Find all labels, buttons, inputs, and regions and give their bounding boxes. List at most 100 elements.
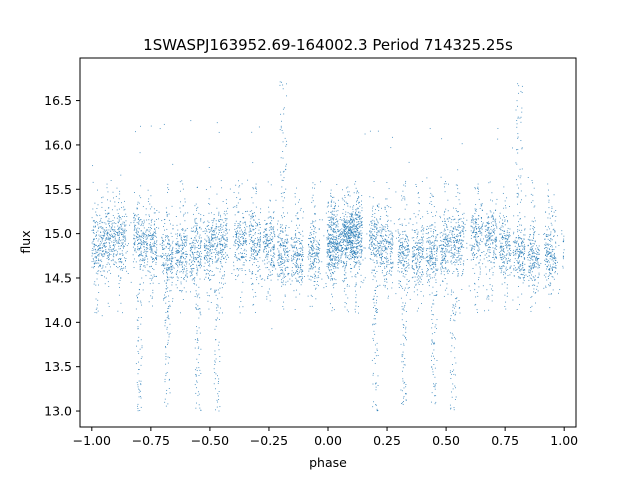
data-point xyxy=(399,252,401,254)
data-point xyxy=(152,260,154,262)
data-point xyxy=(280,157,282,159)
data-point xyxy=(331,310,333,312)
data-point xyxy=(194,247,196,249)
data-point xyxy=(181,180,183,182)
data-point xyxy=(293,259,295,260)
data-point xyxy=(99,244,101,246)
data-point xyxy=(107,233,109,235)
data-point xyxy=(375,236,377,238)
data-point xyxy=(353,252,354,254)
data-point xyxy=(214,361,216,363)
data-point xyxy=(140,358,142,359)
data-point xyxy=(407,237,409,239)
data-point xyxy=(203,245,205,247)
data-point xyxy=(197,255,199,256)
data-point xyxy=(112,225,114,227)
data-point xyxy=(217,268,219,270)
data-point xyxy=(104,276,105,278)
data-point xyxy=(269,239,271,241)
data-point xyxy=(333,219,334,221)
data-point xyxy=(180,270,182,272)
data-point xyxy=(301,260,303,262)
data-point xyxy=(202,222,204,224)
data-point xyxy=(138,369,140,370)
data-point xyxy=(112,222,114,224)
data-point xyxy=(331,264,333,266)
data-point xyxy=(361,227,363,228)
data-point xyxy=(311,275,313,277)
data-point xyxy=(242,242,244,244)
data-point xyxy=(97,189,98,191)
data-point xyxy=(384,257,386,259)
data-point xyxy=(390,249,392,250)
data-point xyxy=(197,231,198,233)
data-point xyxy=(220,262,222,264)
data-point xyxy=(112,237,114,238)
data-point xyxy=(356,228,358,230)
data-point xyxy=(273,226,275,228)
data-point xyxy=(327,244,329,246)
data-point xyxy=(357,242,359,244)
data-point xyxy=(124,267,126,269)
data-point xyxy=(328,256,330,258)
data-point xyxy=(106,258,108,259)
data-point xyxy=(359,263,361,265)
data-point xyxy=(150,250,152,252)
data-point xyxy=(329,240,331,242)
data-point xyxy=(385,234,387,236)
data-point xyxy=(386,239,388,241)
data-point xyxy=(327,231,329,233)
data-point xyxy=(240,229,242,231)
data-point xyxy=(400,260,402,261)
data-point xyxy=(196,269,198,271)
data-point xyxy=(177,264,178,266)
data-point xyxy=(195,374,197,376)
data-point xyxy=(161,236,163,238)
data-point xyxy=(150,243,151,245)
data-point xyxy=(301,281,303,283)
data-point xyxy=(217,375,218,377)
data-point xyxy=(384,206,386,208)
data-point xyxy=(163,123,165,125)
data-point xyxy=(357,252,359,253)
data-point xyxy=(313,264,315,266)
data-point xyxy=(181,229,183,230)
data-point xyxy=(93,249,95,251)
data-point xyxy=(265,255,267,257)
data-point xyxy=(98,238,100,240)
data-point xyxy=(355,210,357,212)
data-point xyxy=(196,264,198,266)
data-point xyxy=(312,263,314,265)
data-point xyxy=(108,269,110,271)
data-point xyxy=(416,262,418,264)
data-point xyxy=(204,244,206,246)
data-point xyxy=(156,236,157,238)
data-point xyxy=(408,244,409,246)
data-point xyxy=(343,222,345,224)
data-point xyxy=(352,217,354,219)
data-point xyxy=(327,254,329,255)
data-point xyxy=(108,255,110,257)
data-point xyxy=(398,240,400,242)
data-point xyxy=(183,253,184,255)
data-point xyxy=(145,254,147,256)
data-point xyxy=(344,248,346,250)
data-point xyxy=(379,253,381,255)
data-point xyxy=(120,174,122,176)
data-point xyxy=(334,223,336,225)
data-point xyxy=(345,240,347,242)
data-point xyxy=(142,231,144,233)
data-point xyxy=(374,222,376,224)
data-point xyxy=(225,224,227,226)
data-point xyxy=(239,227,241,229)
data-point xyxy=(199,297,201,299)
data-point xyxy=(383,262,385,264)
data-point xyxy=(177,260,178,262)
data-point xyxy=(219,228,221,230)
data-point xyxy=(346,263,347,265)
data-point xyxy=(167,311,168,313)
data-point xyxy=(333,251,335,253)
data-point xyxy=(337,243,339,245)
data-point xyxy=(144,259,146,261)
